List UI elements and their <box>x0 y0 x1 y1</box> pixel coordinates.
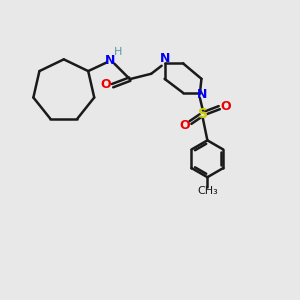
Text: N: N <box>159 52 170 65</box>
Text: N: N <box>196 88 207 101</box>
Text: H: H <box>114 47 122 57</box>
Text: N: N <box>105 54 116 67</box>
Text: CH₃: CH₃ <box>197 187 218 196</box>
Text: O: O <box>220 100 230 113</box>
Text: O: O <box>179 119 190 132</box>
Text: S: S <box>198 107 208 121</box>
Text: O: O <box>101 78 111 91</box>
